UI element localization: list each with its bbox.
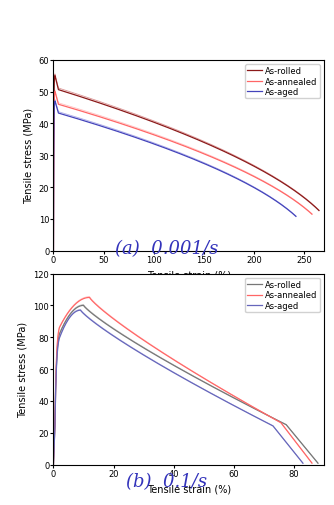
As-rolled xyxy=(317,208,321,214)
As-aged xyxy=(289,445,293,451)
As-aged xyxy=(53,99,57,105)
Text: (b)  0.1/s: (b) 0.1/s xyxy=(127,472,207,490)
As-annealed xyxy=(310,460,314,466)
Y-axis label: Tensile stress (MPa): Tensile stress (MPa) xyxy=(23,108,33,204)
As-annealed xyxy=(157,347,161,354)
As-aged xyxy=(165,146,169,153)
As-annealed xyxy=(51,248,55,254)
As-aged xyxy=(51,248,55,254)
As-aged xyxy=(145,139,149,145)
As-rolled xyxy=(211,384,215,390)
As-aged xyxy=(98,324,102,330)
Line: As-aged: As-aged xyxy=(53,311,303,465)
X-axis label: Tensile strain (%): Tensile strain (%) xyxy=(147,270,231,280)
As-aged xyxy=(92,121,96,127)
As-rolled xyxy=(303,444,307,450)
As-aged xyxy=(301,460,305,466)
As-aged xyxy=(201,386,205,392)
As-rolled xyxy=(307,449,311,456)
As-annealed xyxy=(88,295,92,301)
Line: As-aged: As-aged xyxy=(53,102,296,251)
As-rolled xyxy=(102,320,106,326)
As-aged xyxy=(293,450,297,456)
Y-axis label: Tensile stress (MPa): Tensile stress (MPa) xyxy=(18,321,28,417)
As-rolled xyxy=(51,248,55,254)
As-rolled xyxy=(51,462,55,468)
As-rolled xyxy=(81,303,86,309)
As-annealed xyxy=(298,202,302,208)
Line: As-rolled: As-rolled xyxy=(53,76,319,251)
As-annealed xyxy=(301,449,305,455)
Line: As-rolled: As-rolled xyxy=(53,306,318,465)
As-annealed xyxy=(297,443,301,449)
As-rolled xyxy=(305,197,309,204)
As-aged xyxy=(283,205,287,211)
As-aged xyxy=(148,356,152,362)
As-annealed xyxy=(310,212,314,218)
As-annealed xyxy=(94,113,98,119)
As-aged xyxy=(78,308,82,314)
Legend: As-rolled, As-annealed, As-aged: As-rolled, As-annealed, As-aged xyxy=(245,65,320,99)
As-annealed xyxy=(307,209,311,215)
As-aged xyxy=(51,462,55,468)
As-aged xyxy=(291,211,295,217)
As-annealed xyxy=(273,417,277,423)
As-aged xyxy=(294,214,298,220)
As-rolled xyxy=(95,100,99,106)
As-rolled xyxy=(53,73,57,79)
As-annealed xyxy=(151,132,155,138)
As-rolled xyxy=(314,205,318,211)
As-aged xyxy=(265,420,269,426)
X-axis label: Tensile strain (%): Tensile strain (%) xyxy=(147,483,231,493)
As-rolled xyxy=(155,353,159,359)
As-rolled xyxy=(278,419,282,425)
As-rolled xyxy=(176,129,180,135)
As-annealed xyxy=(210,380,214,386)
Legend: As-rolled, As-annealed, As-aged: As-rolled, As-annealed, As-aged xyxy=(245,278,320,313)
As-aged xyxy=(181,153,185,159)
Line: As-annealed: As-annealed xyxy=(53,298,312,465)
As-rolled xyxy=(316,460,320,466)
As-annealed xyxy=(53,89,57,95)
Line: As-annealed: As-annealed xyxy=(53,92,312,251)
As-annealed xyxy=(51,462,55,468)
As-annealed xyxy=(107,313,111,319)
Text: (a)  0.001/s: (a) 0.001/s xyxy=(115,240,219,258)
As-rolled xyxy=(154,121,158,127)
As-annealed xyxy=(173,140,177,146)
As-annealed xyxy=(190,146,194,153)
As-rolled xyxy=(193,136,197,142)
